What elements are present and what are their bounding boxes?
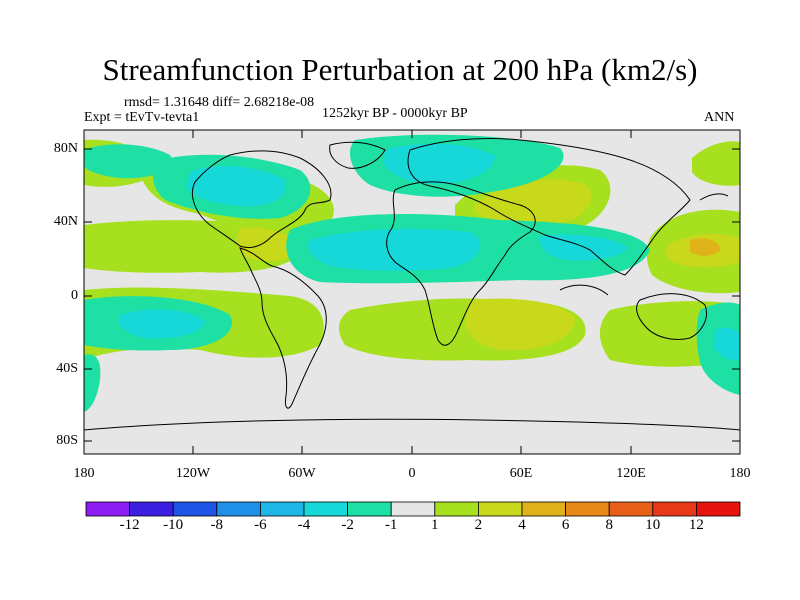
experiment-label: Expt = tEvTv-tevta1	[84, 110, 200, 125]
colorbar-label: -2	[341, 517, 354, 533]
colorbar-label: 6	[561, 517, 570, 533]
colorbar-swatch	[521, 501, 566, 517]
axis-ticks	[83, 130, 741, 454]
colorbar-label: 4	[518, 517, 526, 533]
lon-label-60w: 60W	[288, 466, 316, 481]
colorbar-label: 2	[474, 517, 483, 533]
lat-label-80n: 80N	[53, 141, 78, 156]
colorbar-swatch	[565, 501, 610, 517]
colorbar-swatch	[259, 501, 305, 517]
colorbar-label: 1	[431, 517, 439, 533]
map-title: Streamfunction Perturbation at 200 hPa (…	[102, 52, 698, 87]
colorbar-swatch	[477, 501, 523, 517]
colorbar-swatch	[652, 501, 697, 517]
contour-fields	[84, 134, 740, 431]
colorbar-label: 12	[688, 517, 704, 533]
colorbar-label: 10	[645, 517, 661, 533]
colorbar-swatch	[347, 501, 392, 517]
colorbar-swatch	[85, 501, 130, 517]
colorbar-swatch	[390, 501, 436, 517]
colorbar-label: -1	[384, 517, 398, 533]
colorbar-swatch	[129, 501, 174, 517]
lon-label-0: 0	[408, 466, 416, 481]
colorbar-label: -12	[119, 517, 140, 533]
period-label: 1252kyr BP - 0000kyr BP	[322, 106, 468, 121]
colorbar-swatch	[434, 501, 479, 517]
lon-label-120w: 120W	[175, 466, 211, 481]
lon-label-180e: 180	[729, 466, 751, 481]
lat-label-40n: 40N	[53, 214, 78, 229]
colorbar-swatch	[303, 501, 348, 517]
lon-label-120e: 120E	[616, 466, 646, 481]
negative-anomaly-regions	[84, 134, 740, 412]
stats-text: rmsd= 1.31648 diff= 2.68218e-08	[124, 95, 315, 110]
lat-label-0: 0	[71, 288, 78, 303]
coastlines	[84, 137, 740, 431]
lon-label-60e: 60E	[509, 466, 533, 481]
colorbar-label: -4	[297, 517, 311, 533]
season-label: ANN	[704, 110, 735, 125]
colorbar-label: 8	[605, 517, 613, 533]
colorbar-label: -10	[163, 517, 184, 533]
colorbar-label: -8	[210, 517, 224, 533]
colorbar-label: -6	[254, 517, 267, 533]
colorbar-swatch	[696, 501, 741, 517]
lat-label-40s: 40S	[56, 361, 78, 376]
colorbar-swatch	[216, 501, 261, 517]
lon-label-180w: 180	[73, 466, 95, 481]
colorbar-swatch	[608, 501, 654, 517]
lat-label-80s: 80S	[56, 433, 78, 448]
colorbar-swatch	[172, 501, 218, 517]
